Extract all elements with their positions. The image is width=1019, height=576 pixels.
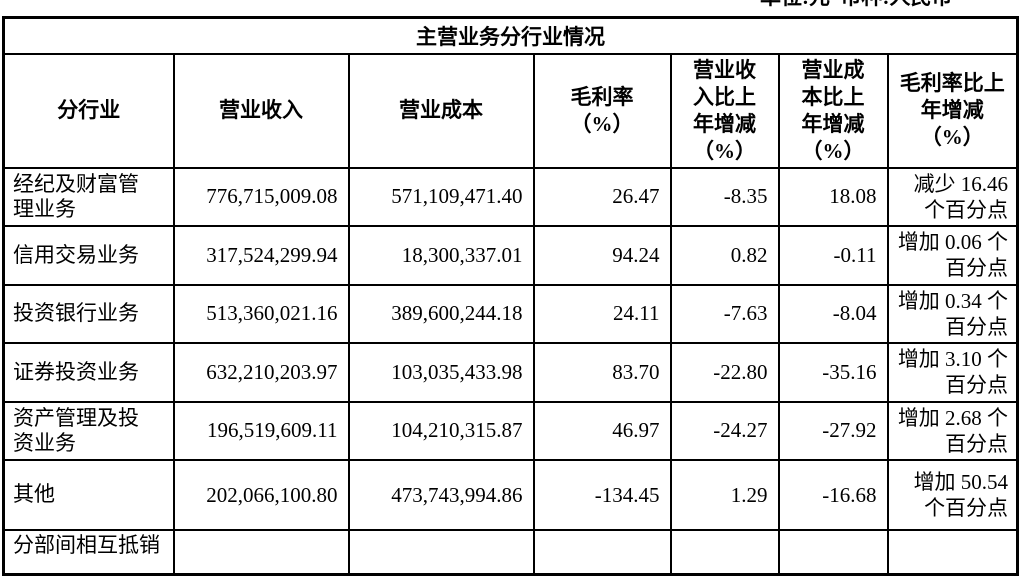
cell-cost-yoy: 18.08 — [777, 166, 889, 227]
cell-industry: 信用交易业务 — [2, 225, 175, 286]
cell-revenue-yoy: -8.35 — [669, 166, 780, 227]
cell-cost-yoy: -8.04 — [777, 283, 889, 344]
cell-cost-yoy: -0.11 — [777, 225, 889, 286]
cell-cost: 571,109,471.40 — [347, 166, 535, 227]
cell-industry: 分部间相互抵销 — [2, 529, 175, 575]
cell-revenue — [172, 529, 350, 575]
cell-margin-yoy: 减少 16.46 个百分点 — [886, 166, 1019, 227]
table-row: 资产管理及投 资业务 196,519,609.11 104,210,315.87… — [2, 400, 1019, 461]
cell-gross-margin: 83.70 — [532, 342, 672, 403]
cell-cost: 103,035,433.98 — [347, 342, 535, 403]
cell-revenue-yoy: -22.80 — [669, 342, 780, 403]
cell-cost-yoy — [777, 529, 889, 575]
cell-gross-margin: 46.97 — [532, 400, 672, 461]
cell-gross-margin: 24.11 — [532, 283, 672, 344]
main-business-by-industry-table: 主营业务分行业情况 分行业 营业收入 营业成本 毛利率 （%） 营业收 入比上 … — [2, 16, 1019, 576]
unit-currency-note: 单位:元 币种:人民币 — [760, 0, 953, 9]
table-row: 证券投资业务 632,210,203.97 103,035,433.98 83.… — [2, 342, 1019, 403]
col-header-margin-yoy: 毛利率比上 年增减 （%） — [886, 53, 1019, 169]
cell-revenue-yoy — [669, 529, 780, 575]
cell-revenue: 196,519,609.11 — [172, 400, 350, 461]
cell-industry: 其他 — [2, 459, 175, 531]
cell-revenue-yoy: 0.82 — [669, 225, 780, 286]
col-header-cost: 营业成本 — [347, 53, 535, 169]
cell-revenue: 202,066,100.80 — [172, 459, 350, 531]
cell-gross-margin: 26.47 — [532, 166, 672, 227]
cell-gross-margin — [532, 529, 672, 575]
cell-cost-yoy: -35.16 — [777, 342, 889, 403]
cell-revenue-yoy: -7.63 — [669, 283, 780, 344]
cell-revenue: 317,524,299.94 — [172, 225, 350, 286]
cell-cost: 18,300,337.01 — [347, 225, 535, 286]
col-header-revenue-yoy: 营业收 入比上 年增减 （%） — [669, 53, 780, 169]
col-header-industry: 分行业 — [2, 53, 175, 169]
table-row: 信用交易业务 317,524,299.94 18,300,337.01 94.2… — [2, 225, 1019, 286]
cell-industry: 投资银行业务 — [2, 283, 175, 344]
cell-cost — [347, 529, 535, 575]
cell-revenue-yoy: -24.27 — [669, 400, 780, 461]
cell-cost-yoy: -27.92 — [777, 400, 889, 461]
cell-margin-yoy: 增加 3.10 个 百分点 — [886, 342, 1019, 403]
table-row: 经纪及财富管 理业务 776,715,009.08 571,109,471.40… — [2, 166, 1019, 227]
col-header-gross-margin: 毛利率 （%） — [532, 53, 672, 169]
cell-revenue: 513,360,021.16 — [172, 283, 350, 344]
cell-cost-yoy: -16.68 — [777, 459, 889, 531]
table-title-row: 主营业务分行业情况 — [2, 16, 1019, 55]
cell-gross-margin: 94.24 — [532, 225, 672, 286]
cell-margin-yoy: 增加 2.68 个 百分点 — [886, 400, 1019, 461]
cell-revenue: 776,715,009.08 — [172, 166, 350, 227]
cell-margin-yoy: 增加 0.06 个 百分点 — [886, 225, 1019, 286]
cell-margin-yoy — [886, 529, 1019, 575]
cell-industry: 证券投资业务 — [2, 342, 175, 403]
cell-margin-yoy: 增加 0.34 个 百分点 — [886, 283, 1019, 344]
col-header-cost-yoy: 营业成 本比上 年增减 （%） — [777, 53, 889, 169]
cell-industry: 经纪及财富管 理业务 — [2, 166, 175, 227]
table-row-partial: 分部间相互抵销 — [2, 529, 1019, 575]
table-header-row: 分行业 营业收入 营业成本 毛利率 （%） 营业收 入比上 年增减 （%） 营业… — [2, 53, 1019, 169]
cell-cost: 473,743,994.86 — [347, 459, 535, 531]
cell-industry: 资产管理及投 资业务 — [2, 400, 175, 461]
cell-revenue: 632,210,203.97 — [172, 342, 350, 403]
table-row: 投资银行业务 513,360,021.16 389,600,244.18 24.… — [2, 283, 1019, 344]
table-title: 主营业务分行业情况 — [2, 16, 1019, 55]
col-header-revenue: 营业收入 — [172, 53, 350, 169]
cell-cost: 389,600,244.18 — [347, 283, 535, 344]
cell-cost: 104,210,315.87 — [347, 400, 535, 461]
